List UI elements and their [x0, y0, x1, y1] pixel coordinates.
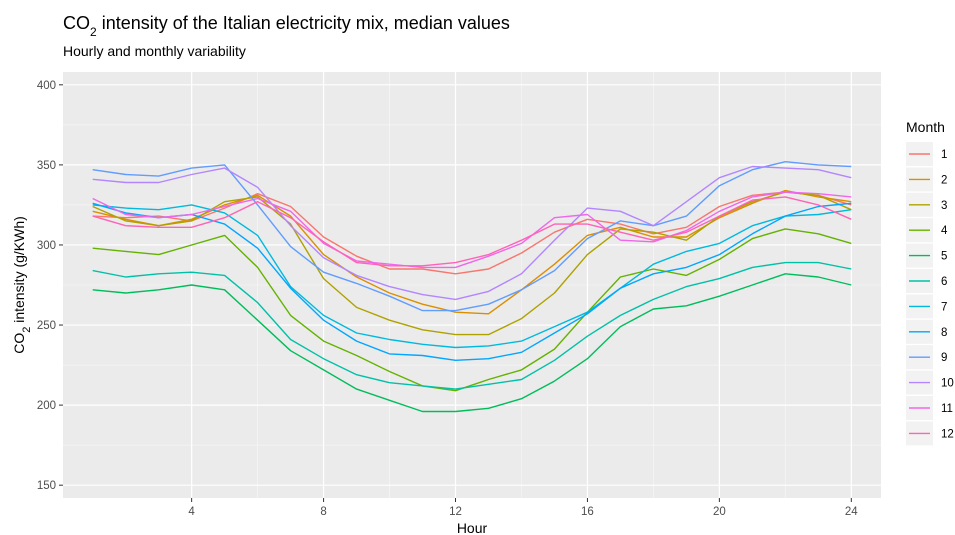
y-axis-title: CO2 intensity (g/KWh) [11, 216, 33, 354]
legend-label: 11 [941, 403, 953, 415]
y-tick-label: 350 [37, 160, 56, 172]
x-tick-label: 24 [845, 506, 858, 518]
x-axis-title: Hour [457, 520, 488, 535]
axis-ticks: 4 8 12 16 20 24 150 200 250 300 350 400 [37, 80, 858, 518]
series-line-month-10 [92, 165, 852, 301]
legend-title: Month [906, 119, 945, 135]
legend-label: 9 [941, 352, 947, 364]
legend-label: 5 [941, 251, 947, 263]
x-tick-label: 16 [581, 506, 594, 518]
series-line-month-9 [92, 160, 852, 312]
legend-label: 4 [941, 225, 948, 237]
legend-label: 7 [941, 301, 947, 313]
series-line-month-8 [92, 202, 852, 361]
series-line-month-11 [92, 191, 852, 269]
legend-label: 12 [941, 428, 954, 440]
series-lines [92, 160, 852, 413]
series-line-month-7 [92, 204, 852, 349]
legend-label: 1 [941, 149, 947, 161]
y-tick-label: 400 [37, 80, 56, 92]
y-tick-label: 250 [37, 320, 56, 332]
y-tick-label: 200 [37, 400, 56, 412]
x-tick-label: 8 [320, 506, 326, 518]
series-line-month-12 [92, 196, 852, 267]
legend-label: 10 [941, 378, 954, 390]
x-tick-label: 12 [449, 506, 462, 518]
chart-subtitle: Hourly and monthly variability [63, 43, 246, 59]
x-tick-label: 20 [713, 506, 726, 518]
y-tick-label: 300 [37, 240, 56, 252]
x-tick-label: 4 [188, 506, 195, 518]
y-tick-label: 150 [37, 480, 56, 492]
legend-label: 6 [941, 276, 947, 288]
series-line-month-6 [92, 261, 852, 390]
series-line-month-1 [92, 191, 852, 275]
series-line-month-4 [92, 228, 852, 392]
chart-title: CO2 intensity of the Italian electricity… [63, 13, 510, 39]
legend-label: 8 [941, 327, 947, 339]
series-line-month-5 [92, 273, 852, 413]
legend-label: 2 [941, 174, 947, 186]
legend-label: 3 [941, 200, 947, 212]
